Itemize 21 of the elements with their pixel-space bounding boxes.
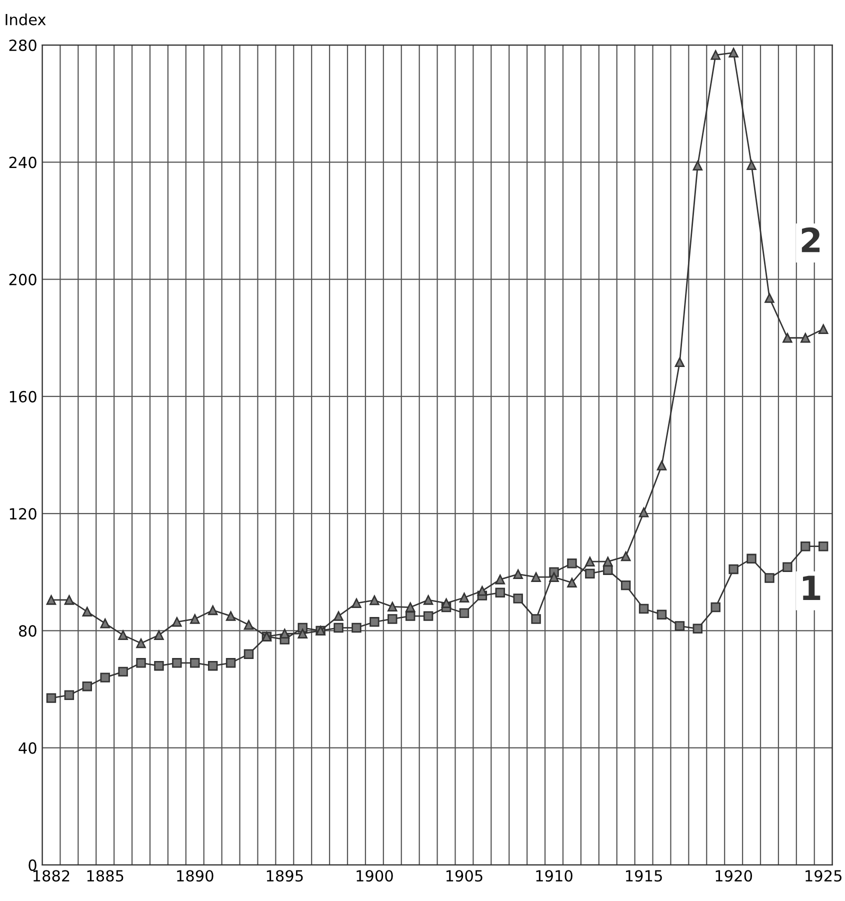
x-tick-label: 1915	[626, 870, 662, 882]
y-tick-label: 240	[9, 156, 36, 168]
y-tick-label: 80	[18, 625, 36, 637]
x-tick-label: 1925	[806, 870, 842, 882]
x-tick-label: 1890	[177, 870, 214, 882]
y-axis-title: Index	[6, 14, 46, 26]
y-tick-label: 280	[9, 40, 36, 52]
x-tick-label: 1920	[716, 870, 752, 882]
x-tick-label: 1910	[536, 870, 572, 882]
y-tick-label: 160	[10, 390, 36, 402]
x-tick-label: 1882	[33, 870, 70, 882]
y-tick-label: 0	[28, 859, 36, 871]
series-label: 2	[802, 227, 820, 252]
series-label: 1	[803, 576, 820, 600]
y-tick-label: 200	[9, 274, 36, 286]
y-tick-label: 120	[10, 508, 36, 520]
x-tick-label: 1885	[87, 870, 124, 882]
x-tick-label: 1895	[266, 870, 303, 882]
x-tick-label: 1900	[356, 870, 393, 882]
x-tick-label: 1905	[446, 870, 482, 882]
y-tick-label: 40	[18, 742, 36, 754]
